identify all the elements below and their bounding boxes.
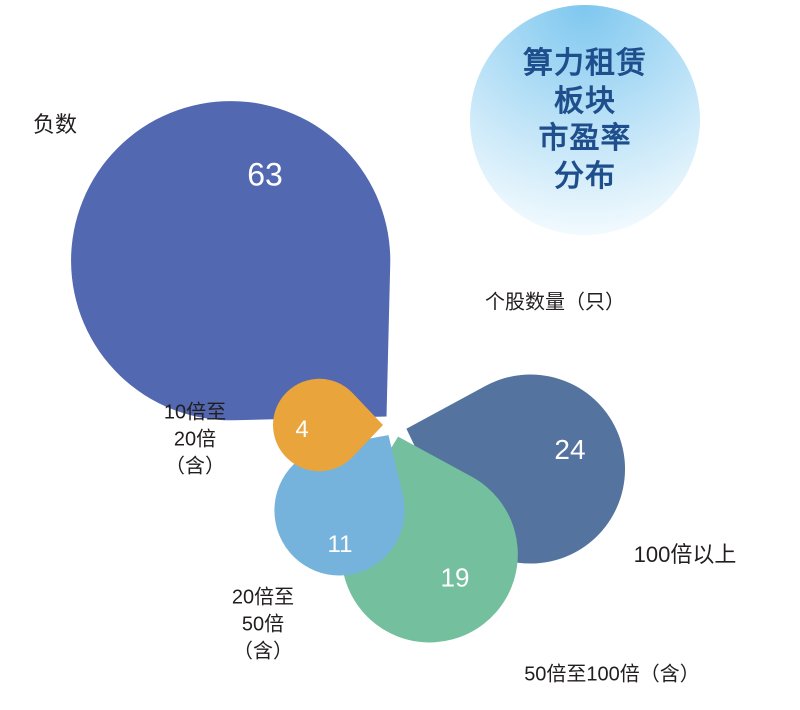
petal-x10-20-value: 4	[295, 416, 308, 444]
chart-subtitle: 个股数量（只）	[485, 286, 625, 315]
chart-title: 算力租赁板块市盈率分布	[523, 45, 647, 195]
petal-x20-50-label: 20倍至50倍（含）	[232, 585, 294, 666]
petal-negative-value: 63	[247, 157, 283, 194]
petal-x50-100-label: 50倍至100倍（含）	[524, 662, 700, 689]
petal-chart: 算力租赁板块市盈率分布 个股数量（只） 63 负数 4 10倍至20倍（含） 11 20倍…	[0, 0, 800, 705]
petal-x50-100-value: 19	[441, 563, 470, 594]
petal-x10-20-label: 10倍至20倍（含）	[164, 400, 226, 481]
petal-negative-label: 负数	[33, 110, 77, 140]
petal-x100plus-label: 100倍以上	[634, 540, 737, 570]
petal-x20-50-value: 11	[328, 531, 353, 559]
title-circle: 算力租赁板块市盈率分布	[470, 5, 700, 235]
petal-x100plus-value: 24	[554, 434, 585, 466]
